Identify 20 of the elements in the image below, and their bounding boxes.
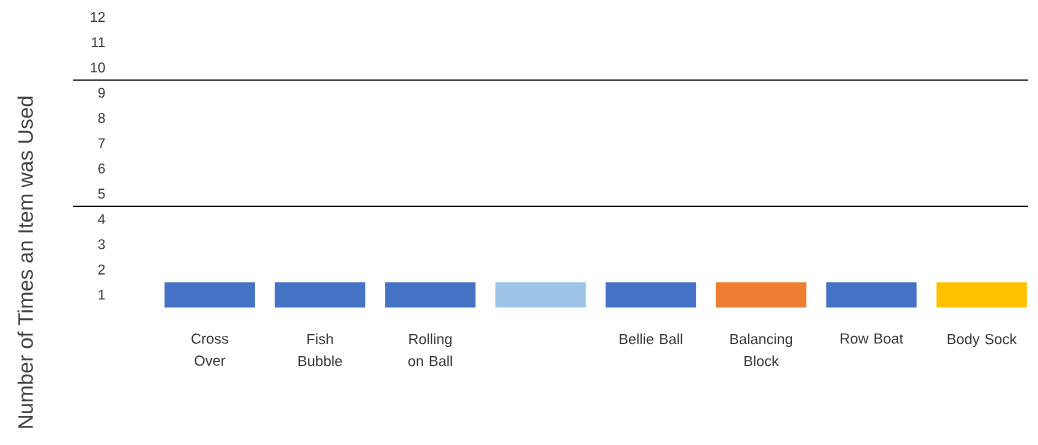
x-tick-label: Body Sock <box>947 333 1017 348</box>
y-tick-label: 1 <box>98 289 105 300</box>
x-tick-label: Row Boat <box>840 333 904 344</box>
y-tick-label: 9 <box>98 87 105 98</box>
x-tick-label: Cross Over <box>191 333 229 366</box>
y-tick-label: 4 <box>98 214 106 224</box>
x-tick-label: Bellie Ball <box>619 333 683 345</box>
y-tick-label: 12 <box>90 12 105 22</box>
y-tick-label: 7 <box>98 138 105 149</box>
y-tick-label: 6 <box>98 163 105 174</box>
y-tick-label: 11 <box>92 37 105 48</box>
x-tick-label: Rolling on Ball <box>408 333 452 367</box>
y-tick-label: 10 <box>90 62 105 73</box>
y-tick-label: 5 <box>98 188 105 199</box>
y-axis-title: Number of Times an Item was Used <box>17 96 33 428</box>
y-tick-label: 2 <box>98 264 105 275</box>
x-tick-label: Balancing Block <box>730 333 793 367</box>
x-tick-label: Fish Bubble <box>298 333 342 367</box>
y-tick-label: 3 <box>98 239 105 250</box>
y-tick-label: 8 <box>98 113 105 123</box>
